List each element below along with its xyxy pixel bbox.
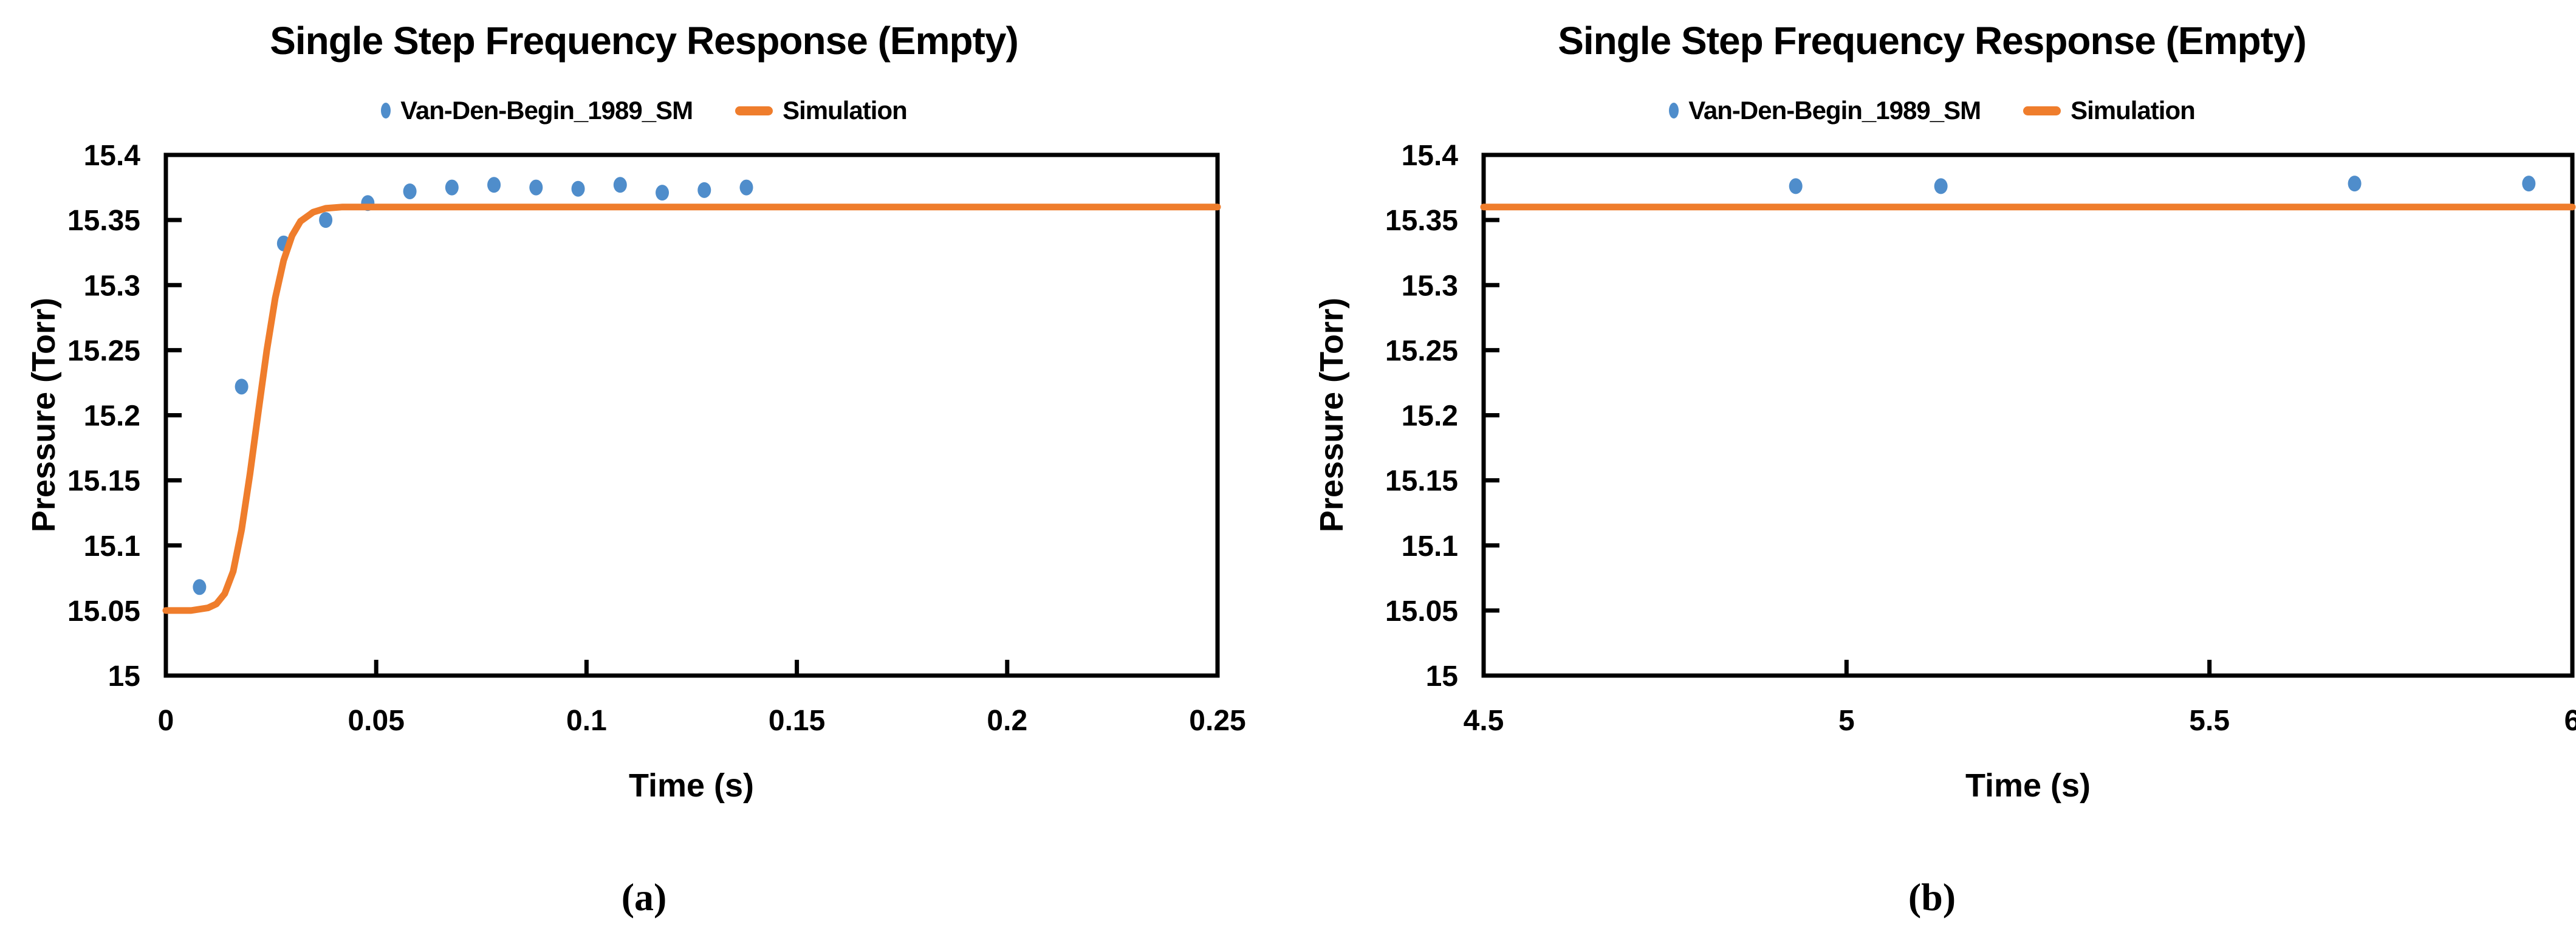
data-point: [1789, 178, 1803, 194]
data-point: [445, 179, 459, 196]
data-point: [403, 183, 417, 199]
data-point: [739, 179, 753, 196]
data-point: [571, 180, 585, 197]
data-point: [193, 579, 207, 595]
data-point: [613, 177, 627, 193]
x-axis-title: Time (s): [628, 767, 755, 804]
y-tick-label: 15.3: [1402, 270, 1458, 302]
y-tick-label: 15.3: [84, 270, 140, 302]
x-tick-label: 0.2: [987, 705, 1027, 737]
x-tick-label: 0.15: [769, 705, 825, 737]
data-point: [656, 185, 670, 201]
x-tick-label: 0.1: [566, 705, 607, 737]
x-tick-label: 0.25: [1189, 705, 1245, 737]
data-point: [235, 378, 248, 395]
x-tick-label: 0.05: [348, 705, 404, 737]
scatter-marker-icon: [1669, 103, 1679, 118]
y-tick-label: 15.2: [1402, 400, 1458, 433]
legend: Van-Den-Begin_1989_SM Simulation: [0, 92, 1288, 129]
data-point: [319, 212, 333, 228]
panel-caption: (a): [621, 875, 667, 919]
legend-item-simulation: Simulation: [735, 96, 908, 125]
x-tick-label: 4.5: [1464, 705, 1504, 737]
legend-item-measured: Van-Den-Begin_1989_SM: [1669, 96, 1981, 125]
panel-b: Single Step Frequency Response (Empty) V…: [1288, 0, 2576, 935]
legend-label-measured: Van-Den-Begin_1989_SM: [1688, 96, 1981, 125]
y-axis-title: Pressure (Torr): [1314, 297, 1350, 533]
y-tick-label: 15.4: [1402, 140, 1459, 172]
data-point: [2348, 176, 2362, 192]
x-tick-label: 5.5: [2189, 705, 2230, 737]
y-tick-label: 15.1: [84, 530, 140, 563]
y-tick-label: 15: [1426, 660, 1458, 693]
chart-title: Single Step Frequency Response (Empty): [270, 19, 1019, 63]
line-marker-icon: [2023, 106, 2061, 115]
x-tick-label: 0: [158, 705, 174, 737]
y-axis-title: Pressure (Torr): [26, 297, 62, 533]
legend-label-measured: Van-Den-Begin_1989_SM: [400, 96, 693, 125]
y-tick-label: 15.15: [1385, 465, 1458, 498]
x-tick-label: 5: [1838, 705, 1855, 737]
x-tick-label: 6: [2564, 705, 2576, 737]
legend-item-simulation: Simulation: [2023, 96, 2196, 125]
legend-item-measured: Van-Den-Begin_1989_SM: [381, 96, 693, 125]
y-tick-label: 15.25: [67, 335, 140, 367]
legend-label-simulation: Simulation: [2071, 96, 2196, 125]
plot-area: 15 15.05 15.1 15.15 15.2 15.25 15.3 15.35 15.4 0 0…: [67, 140, 1246, 737]
data-point: [1934, 178, 1948, 194]
y-tick-label: 15.1: [1402, 530, 1458, 563]
line-marker-icon: [735, 106, 773, 115]
x-axis-title: Time (s): [1965, 767, 2091, 804]
y-tick-label: 15.05: [1385, 595, 1458, 628]
simulation-line: [162, 204, 1221, 614]
y-tick-label: 15.4: [84, 140, 141, 172]
data-point: [697, 182, 711, 198]
chart-title: Single Step Frequency Response (Empty): [1558, 19, 2307, 63]
data-point: [2522, 176, 2536, 192]
data-point: [487, 177, 501, 193]
y-tick-label: 15.25: [1385, 335, 1458, 367]
y-tick-label: 15.15: [67, 465, 140, 498]
plot-border: [1481, 152, 2575, 678]
legend: Van-Den-Begin_1989_SM Simulation: [1288, 92, 2576, 129]
data-point: [529, 179, 543, 196]
panel-caption: (b): [1908, 875, 1956, 919]
panel-a: Single Step Frequency Response (Empty) V…: [0, 19, 1288, 919]
scatter-marker-icon: [381, 103, 391, 118]
y-tick-label: 15.05: [67, 595, 140, 628]
y-tick-label: 15.2: [84, 400, 140, 433]
y-tick-label: 15.35: [67, 205, 140, 237]
legend-label-simulation: Simulation: [783, 96, 908, 125]
y-tick-label: 15: [108, 660, 140, 693]
plot-area: 15 15.05 15.1 15.15 15.2 15.25 15.3 15.35 15.4 4.…: [1385, 140, 2576, 737]
y-tick-label: 15.35: [1385, 205, 1458, 237]
plot-border: [163, 152, 1220, 678]
